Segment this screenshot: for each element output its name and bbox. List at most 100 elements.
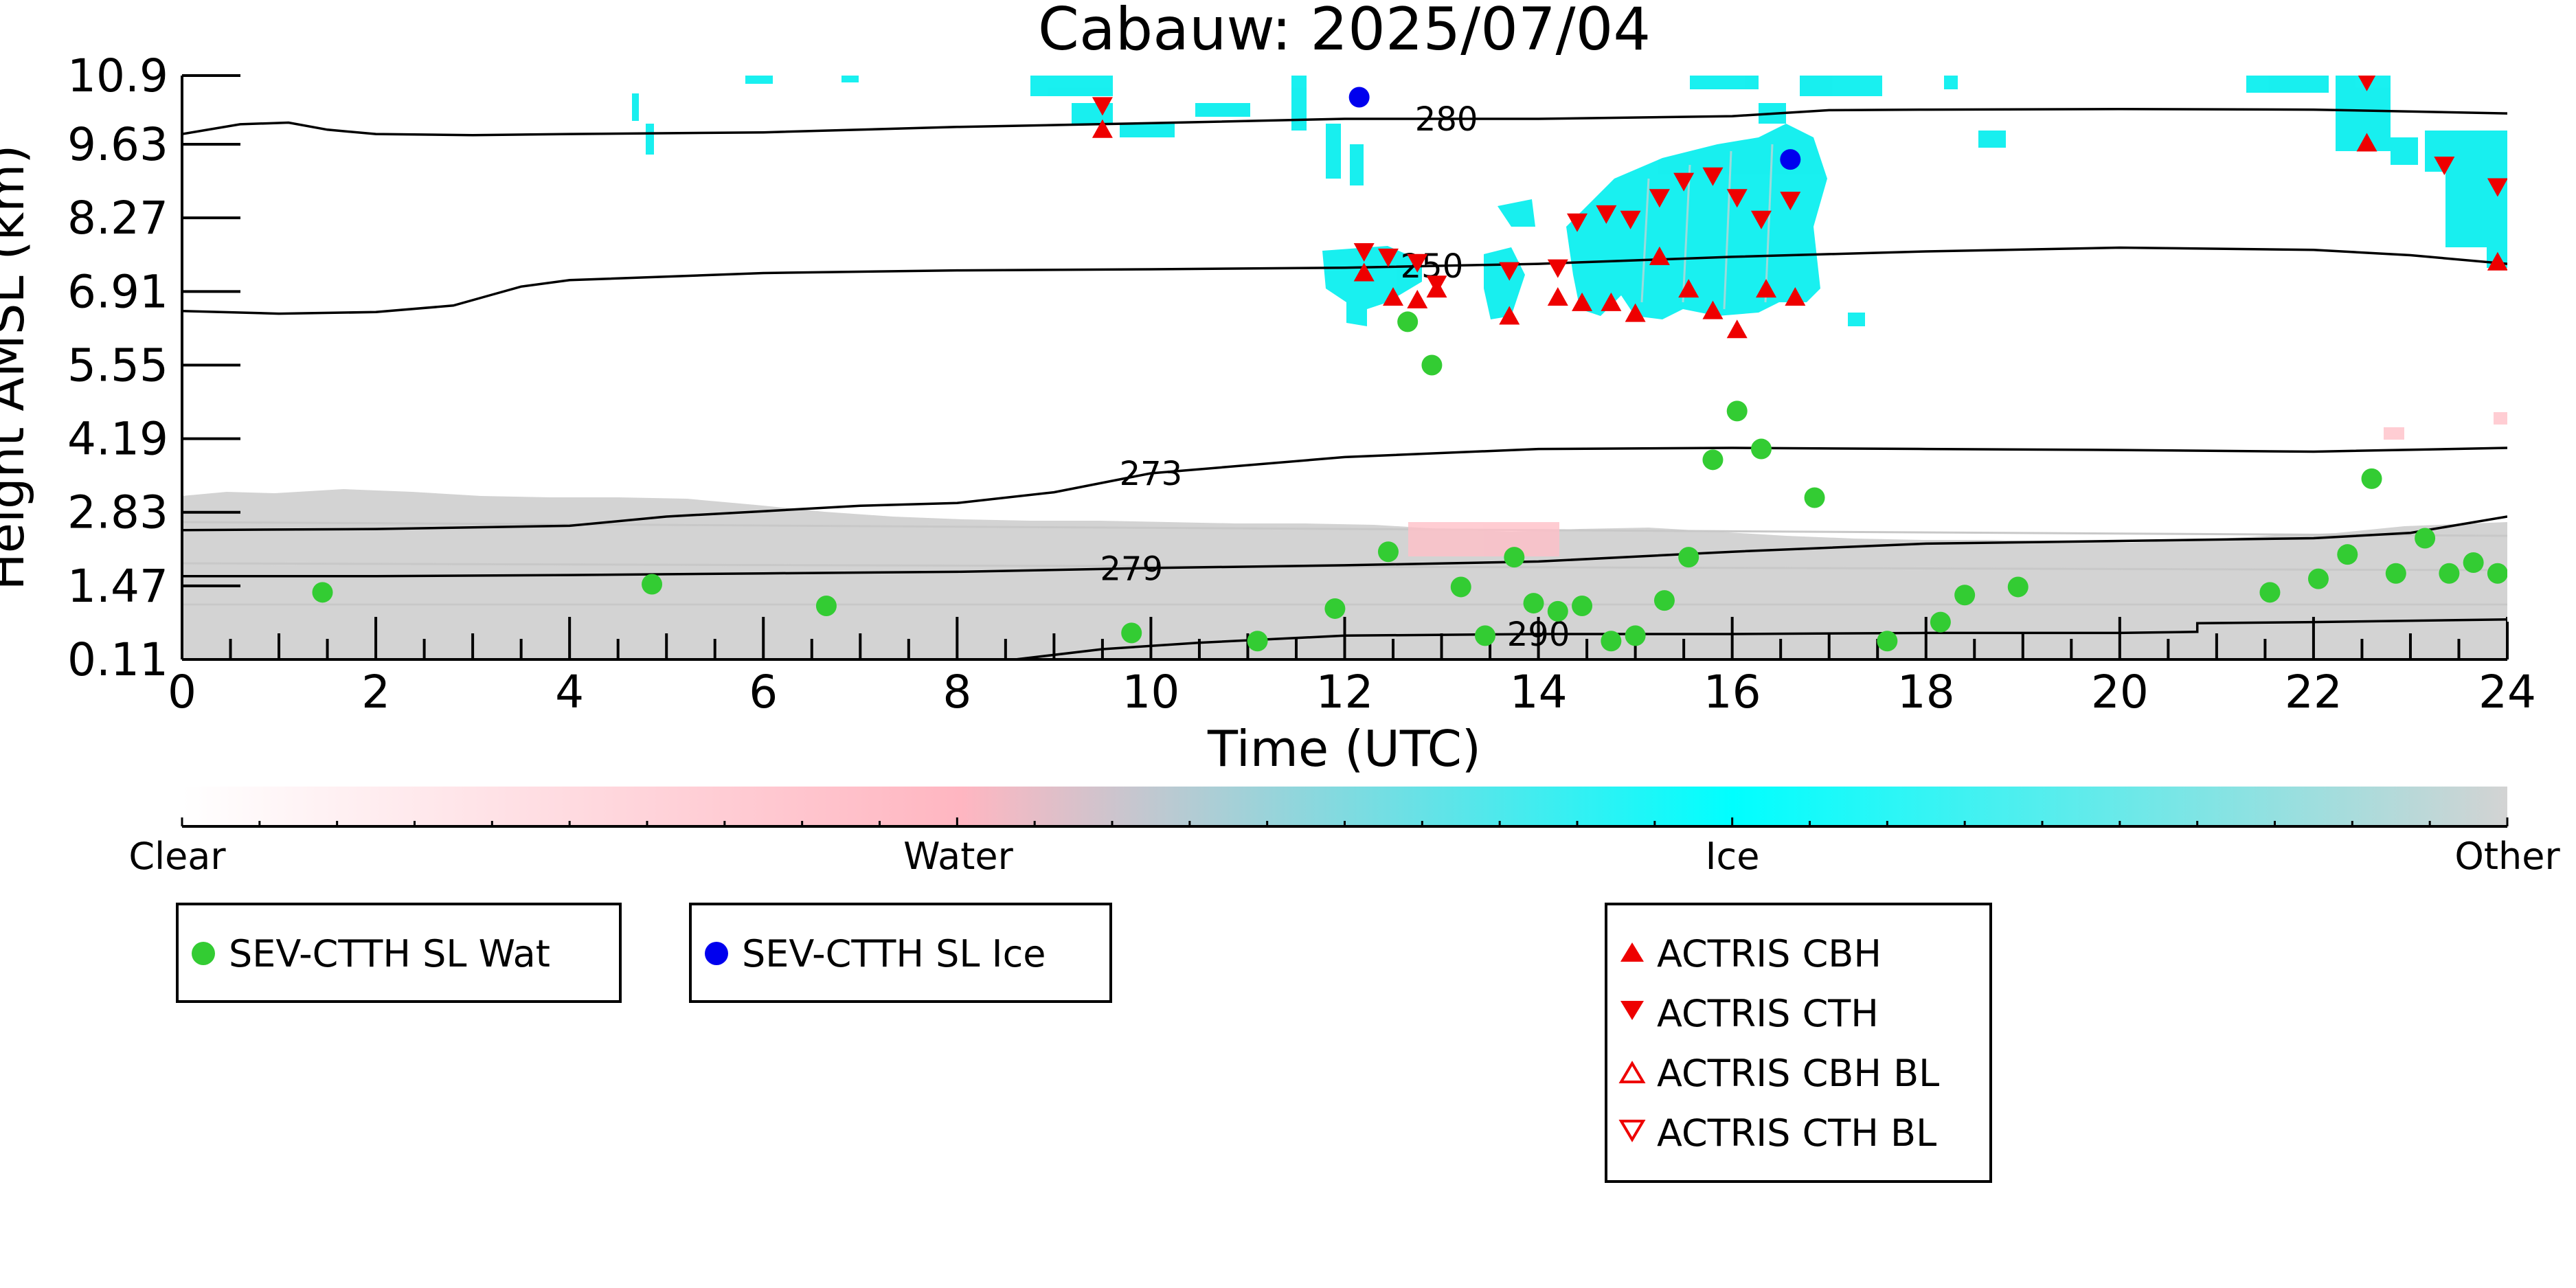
marker-actris-cth	[1620, 210, 1641, 229]
legend-label-cth-bl: ACTRIS CTH BL	[1657, 1111, 1936, 1155]
marker-sev-ctth-sl-wat	[1397, 311, 1419, 332]
marker-actris-cth	[2358, 76, 2376, 91]
y-tick-label: 1.47	[67, 560, 168, 613]
x-tick-label: 8	[942, 666, 971, 719]
marker-actris-cth	[2434, 156, 2455, 175]
contour-label-280: 280	[1415, 100, 1478, 139]
y-tick-label: 4.19	[67, 413, 168, 466]
marker-sev-ctth-sl-wat	[1678, 547, 1699, 568]
marker-sev-ctth-sl-wat	[815, 596, 837, 617]
y-axis-label: Height AMSL (km)	[0, 145, 35, 591]
marker-sev-ctth-sl-wat	[1702, 449, 1724, 471]
marker-actris-cbh	[1678, 279, 1699, 298]
marker-actris-cbh	[1649, 246, 1670, 265]
y-tick-label: 9.63	[67, 118, 168, 171]
markers-layer	[312, 76, 2507, 652]
colorbar-label-clear: Clear	[128, 835, 226, 878]
legend-label-wat: SEV-CTTH SL Wat	[229, 932, 550, 975]
x-tick-label: 22	[2285, 666, 2342, 719]
marker-sev-ctth-sl-ice	[1348, 87, 1370, 108]
marker-sev-ctth-sl-wat	[1625, 625, 1646, 646]
x-tick-label: 2	[361, 666, 390, 719]
x-tick-label: 4	[555, 666, 584, 719]
legend-label-cth: ACTRIS CTH	[1657, 992, 1879, 1035]
marker-actris-cth	[1092, 97, 1113, 116]
marker-actris-cth	[1702, 167, 1724, 186]
marker-actris-cbh	[1756, 279, 1777, 298]
marker-actris-cth	[1726, 189, 1748, 208]
legend-label-ice: SEV-CTTH SL Ice	[742, 932, 1046, 975]
marker-actris-cbh	[1547, 286, 1568, 306]
marker-actris-cth	[2487, 178, 2507, 197]
marker-actris-cth	[1567, 213, 1588, 232]
x-tick-label: 20	[2091, 666, 2149, 719]
x-tick-label: 16	[1704, 666, 1761, 719]
y-tick-label: 8.27	[67, 192, 168, 245]
marker-actris-cbh	[1601, 292, 1622, 311]
x-tick-label: 10	[1122, 666, 1179, 719]
x-tick-label: 18	[1897, 666, 1955, 719]
marker-actris-cbh	[1353, 262, 1375, 282]
chart-title: Cabauw: 2025/07/04	[1038, 0, 1651, 64]
legend-actris: ACTRIS CBH ACTRIS CTH ACTRIS CBH BL ACTR…	[1605, 903, 1992, 1183]
marker-sev-ctth-sl-wat	[1121, 622, 1142, 644]
boundary-layer-texture	[182, 521, 2507, 606]
x-tick-label: 6	[749, 666, 778, 719]
marker-actris-cth	[1499, 262, 1520, 281]
marker-actris-cbh	[2356, 133, 2377, 152]
marker-actris-cth	[1426, 275, 1447, 295]
x-axis-label: Time (UTC)	[1207, 720, 1481, 778]
legend-marker-ice	[705, 942, 728, 965]
marker-actris-cbh	[1572, 292, 1593, 311]
legend-label-cbh-bl: ACTRIS CBH BL	[1657, 1052, 1939, 1095]
marker-sev-ctth-sl-wat	[1421, 354, 1443, 376]
contour-line-250	[182, 246, 2507, 315]
x-tick-label: 12	[1316, 666, 1374, 719]
marker-sev-ctth-sl-wat	[1450, 576, 1471, 598]
contour-label-273: 273	[1120, 455, 1183, 493]
legend-marker-cbh	[1620, 942, 1644, 962]
marker-actris-cbh	[1383, 286, 1404, 306]
contour-line-279	[182, 515, 2507, 578]
contour-line-280	[182, 108, 2507, 137]
marker-sev-ctth-sl-wat	[2361, 468, 2382, 489]
marker-sev-ctth-sl-wat	[2337, 544, 2358, 565]
marker-sev-ctth-sl-wat	[1726, 400, 1748, 422]
marker-sev-ctth-sl-wat	[2007, 576, 2029, 598]
marker-sev-ctth-sl-wat	[312, 582, 333, 603]
legend-marker-cth	[1620, 1001, 1644, 1020]
marker-actris-cbh	[2487, 251, 2507, 271]
y-tick-label: 5.55	[67, 339, 168, 392]
marker-actris-cbh	[1625, 303, 1646, 322]
y-tick-labels: 0.11 1.47 2.83 4.19 5.55 6.91 8.27 9.63 10.9	[67, 49, 240, 686]
y-tick-label: 10.9	[67, 49, 168, 102]
y-tick-label: 6.91	[67, 265, 168, 318]
marker-actris-cth	[1649, 189, 1670, 208]
marker-actris-cth	[1750, 210, 1772, 229]
colorbar-label-ice: Ice	[1706, 835, 1760, 878]
legend-marker-cbh-bl	[1618, 1061, 1646, 1083]
marker-sev-ctth-sl-wat	[2487, 563, 2507, 584]
contour-label-279: 279	[1100, 550, 1163, 588]
marker-sev-ctth-sl-ice	[1780, 149, 1801, 170]
marker-actris-cth	[1547, 259, 1568, 278]
marker-sev-ctth-sl-wat	[2463, 552, 2484, 573]
colorbar-gradient	[182, 787, 2507, 826]
marker-sev-ctth-sl-wat	[2385, 563, 2406, 584]
marker-actris-cth	[1377, 248, 1399, 267]
marker-sev-ctth-sl-wat	[2439, 563, 2460, 584]
legend-label-cbh: ACTRIS CBH	[1657, 932, 1882, 975]
x-tick-label: 24	[2478, 666, 2536, 719]
legend-wat: SEV-CTTH SL Wat	[176, 903, 622, 1003]
marker-sev-ctth-sl-wat	[642, 574, 663, 595]
marker-sev-ctth-sl-wat	[1504, 547, 1525, 568]
marker-actris-cbh	[1499, 306, 1520, 325]
marker-sev-ctth-sl-wat	[1523, 593, 1544, 614]
marker-sev-ctth-sl-wat	[2307, 568, 2329, 589]
marker-actris-cbh	[1726, 319, 1748, 339]
mixed-cloud-streaks	[1640, 144, 1774, 310]
marker-sev-ctth-sl-wat	[2415, 528, 2436, 549]
marker-sev-ctth-sl-wat	[1930, 611, 1951, 633]
